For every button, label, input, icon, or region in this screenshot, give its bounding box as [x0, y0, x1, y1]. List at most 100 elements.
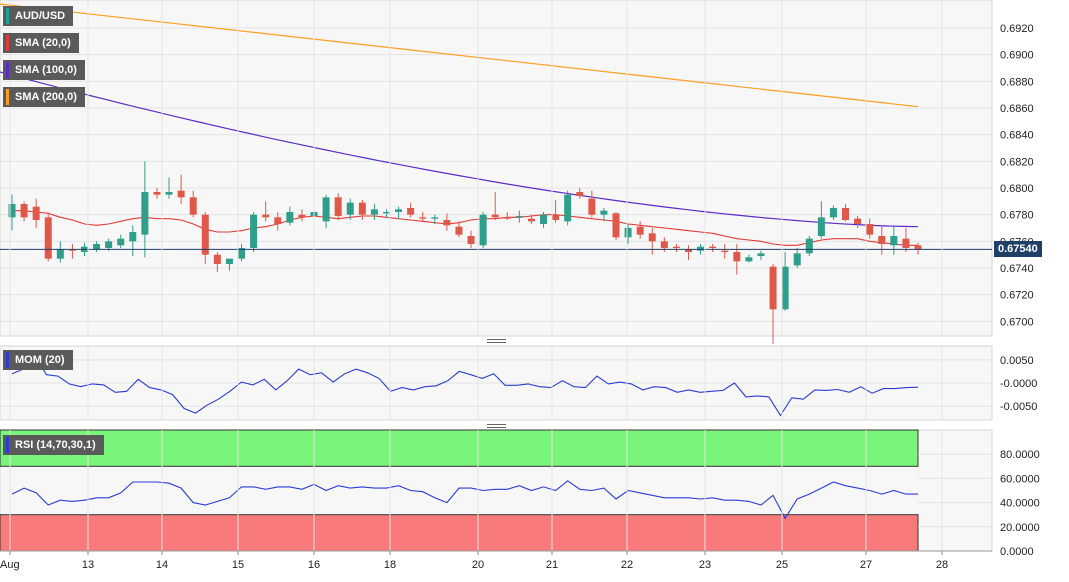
candle-body [105, 241, 113, 248]
price-tick-label: 0.6820 [1000, 156, 1034, 168]
sma20-swatch [6, 35, 9, 51]
candle-body [709, 246, 717, 248]
rsi-tick-label: 80.0000 [1000, 449, 1040, 461]
candle-body [805, 238, 813, 254]
rsi-oversold-zone [0, 514, 919, 552]
price-panel-bg [0, 0, 993, 337]
sma100-line [0, 71, 919, 228]
candle-body [745, 257, 753, 262]
x-tick-label: 14 [156, 559, 168, 571]
candle-body [854, 218, 862, 224]
rsi-overbought-zone [0, 429, 919, 467]
candle-body [250, 214, 258, 248]
candle-body [262, 214, 270, 218]
x-tick-label: 15 [232, 559, 244, 571]
candle-body [527, 218, 535, 222]
candle-body [491, 214, 499, 218]
sma100-swatch [6, 62, 9, 78]
symbol-legend[interactable]: AUD/USD [3, 6, 74, 26]
candle-body [890, 236, 898, 246]
candle-body [189, 197, 197, 215]
candle-body [684, 249, 692, 252]
candle-body [793, 253, 801, 266]
candle-body [358, 202, 366, 215]
x-tick-label: 20 [472, 559, 484, 571]
rsi-line [11, 480, 918, 520]
candle-body [757, 253, 765, 256]
candle-body [455, 226, 463, 235]
mom-line [11, 354, 919, 417]
x-tick-label: 25 [776, 559, 788, 571]
candle-body [515, 216, 523, 218]
symbol-label: AUD/USD [15, 10, 66, 22]
candle-body [467, 236, 475, 244]
candle-body [842, 208, 850, 220]
candle-body [286, 212, 294, 223]
candle-body [165, 192, 173, 195]
mom-swatch [6, 352, 9, 368]
candle-body [419, 217, 427, 219]
sma20-label: SMA (20,0) [15, 37, 71, 49]
rsi-swatch [6, 437, 9, 453]
mom-tick-label: 0.0050 [1000, 355, 1034, 367]
candle-body [902, 238, 910, 248]
price-tick-label: 0.6880 [1000, 76, 1034, 88]
mom-label: MOM (20) [15, 354, 65, 366]
sma20-legend[interactable]: SMA (20,0) [3, 33, 79, 53]
candle-body [636, 226, 644, 235]
candle-body [648, 233, 656, 242]
x-tick-label: 23 [699, 559, 711, 571]
candle-body [68, 249, 76, 251]
sma100-label: SMA (100,0) [15, 64, 77, 76]
rsi-label: RSI (14,70,30,1) [15, 439, 96, 451]
candle-body [624, 228, 632, 238]
rsi-tick-label: 20.0000 [1000, 522, 1040, 534]
candle-body [443, 220, 451, 226]
candle-body [346, 202, 354, 215]
sma200-line [0, 3, 919, 108]
mom-legend[interactable]: MOM (20) [3, 350, 73, 370]
candle-body [479, 214, 487, 246]
candle-body [721, 250, 729, 252]
mom-tick-label: -0.0000 [1000, 378, 1037, 390]
symbol-swatch [6, 8, 9, 24]
sma100-legend[interactable]: SMA (100,0) [3, 60, 85, 80]
candle-body [552, 214, 560, 220]
candle-body [225, 258, 233, 264]
candle-body [878, 236, 886, 244]
rsi-tick-label: 0.0000 [1000, 546, 1034, 558]
candle-body [733, 252, 741, 262]
current-price-tag: 0.67540 [994, 241, 1042, 257]
candle-body [503, 217, 511, 219]
x-tick-label: Aug [0, 559, 20, 571]
candle-body [322, 197, 330, 222]
candle-body [44, 217, 52, 259]
candle-body [370, 209, 378, 215]
candle-body [153, 192, 161, 195]
x-tick-label: 16 [308, 559, 320, 571]
sma20-line [12, 210, 918, 246]
candle-body [588, 198, 596, 215]
candle-body [781, 266, 789, 310]
candle-body [177, 190, 185, 198]
candle-body [213, 254, 221, 264]
candle-body [769, 266, 777, 310]
candle-body [141, 192, 149, 235]
candle-body [431, 217, 439, 219]
price-tick-label: 0.6920 [1000, 23, 1034, 35]
price-tick-label: 0.6860 [1000, 103, 1034, 115]
price-tick-label: 0.6900 [1000, 50, 1034, 62]
sma200-label: SMA (200,0) [15, 91, 77, 103]
sma200-legend[interactable]: SMA (200,0) [3, 87, 85, 107]
candle-body [117, 238, 125, 246]
candle-body [829, 208, 837, 218]
candle-body [407, 208, 415, 215]
candle-body [564, 194, 572, 222]
x-tick-label: 18 [384, 559, 396, 571]
x-tick-label: 27 [860, 559, 872, 571]
candle-body [395, 209, 403, 212]
candle-body [201, 214, 209, 255]
rsi-legend[interactable]: RSI (14,70,30,1) [3, 435, 104, 455]
